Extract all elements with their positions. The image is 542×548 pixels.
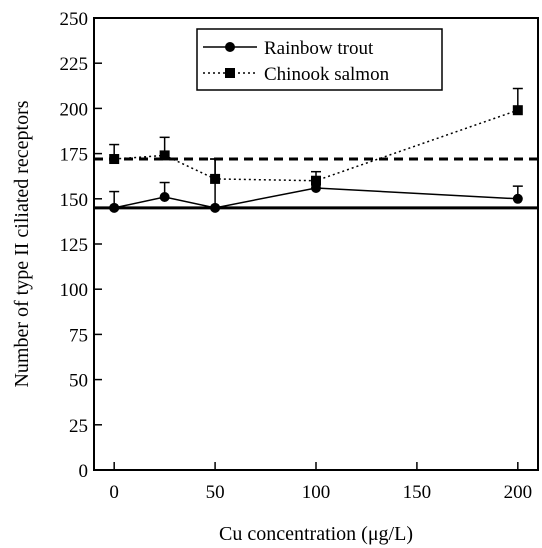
legend: Rainbow trout Chinook salmon: [196, 28, 443, 91]
y-tick-label: 175: [60, 145, 89, 166]
y-tick-label: 125: [60, 235, 89, 256]
y-tick-label: 200: [60, 99, 89, 120]
data-point: [512, 105, 523, 116]
legend-marker: [225, 42, 235, 52]
reference-lines: [94, 157, 538, 210]
series-line: [114, 109, 519, 182]
y-tick-label: 100: [60, 280, 89, 301]
data-point: [109, 202, 120, 213]
y-tick-label: 75: [69, 325, 88, 346]
x-axis-ticks: 0 50 100 150 200: [109, 462, 532, 503]
x-tick-label: 200: [504, 482, 533, 503]
data-point: [210, 173, 221, 184]
y-tick-label: 25: [69, 416, 88, 437]
x-tick-label: 150: [403, 482, 432, 503]
data-point: [159, 191, 170, 202]
legend-label: Rainbow trout: [264, 38, 374, 59]
y-tick-label: 50: [69, 371, 88, 392]
data-point: [210, 202, 221, 213]
data-point: [109, 154, 120, 165]
series-layer: [109, 87, 523, 213]
legend-box: [196, 28, 443, 91]
y-tick-label: 150: [60, 190, 89, 211]
x-tick-label: 100: [302, 482, 331, 503]
y-tick-label: 250: [60, 9, 89, 30]
legend-marker: [225, 68, 235, 78]
y-tick-label: 0: [79, 461, 89, 482]
series-group: [109, 87, 523, 186]
y-axis-label: Number of type II ciliated receptors: [11, 100, 33, 387]
data-point: [311, 175, 321, 186]
legend-label: Chinook salmon: [264, 64, 390, 85]
y-tick-label: 225: [60, 54, 89, 75]
y-axis-ticks: 0 25 50 75 100 125 150 175 200 225 250: [60, 9, 102, 482]
data-point: [159, 150, 170, 161]
data-point: [512, 193, 523, 204]
x-axis-label: Cu concentration (μg/L): [219, 523, 413, 545]
series-group: [109, 158, 523, 213]
x-tick-label: 50: [206, 482, 225, 503]
x-tick-label: 0: [109, 482, 119, 503]
